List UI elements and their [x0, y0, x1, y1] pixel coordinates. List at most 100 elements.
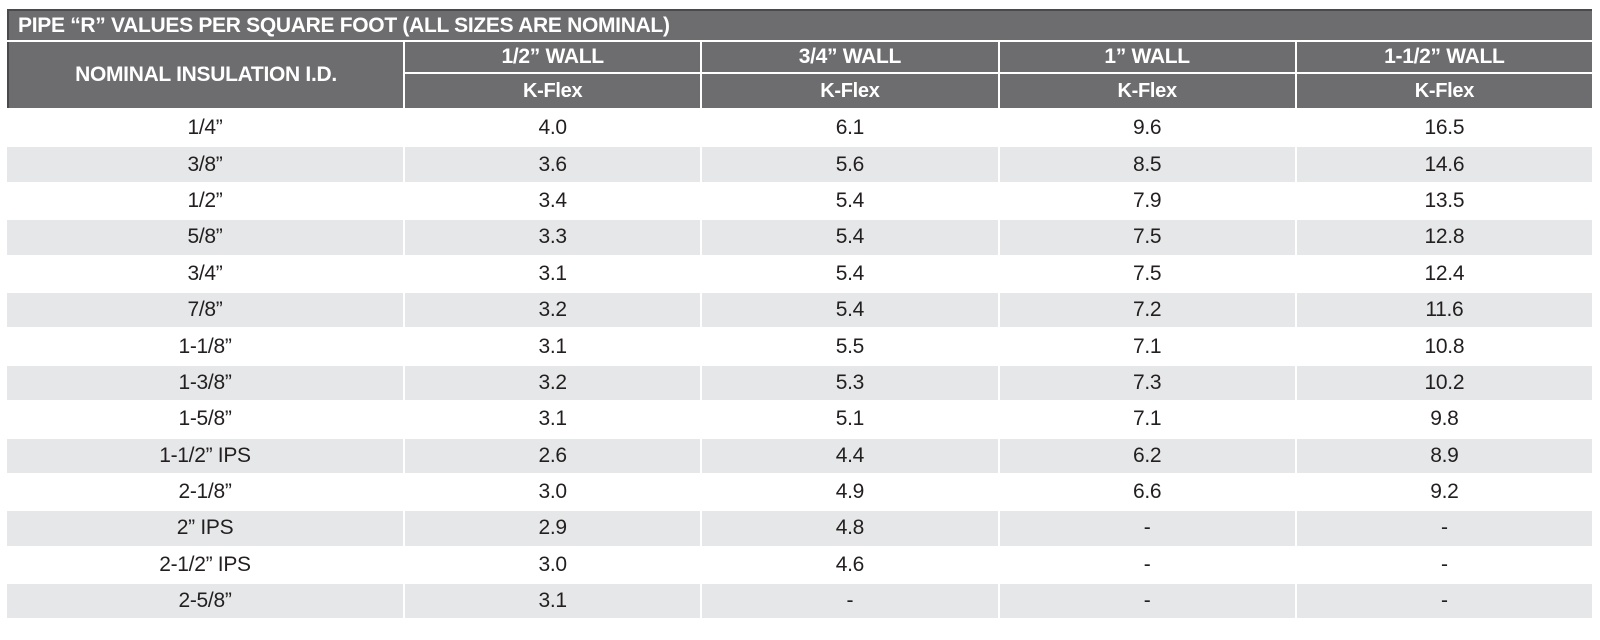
r-value-cell: 14.6: [1296, 147, 1592, 182]
table-body: 1/4” 4.0 6.1 9.6 16.5 3/8” 3.6 5.6 8.5 14.6 1/2” 3.…: [7, 111, 1592, 619]
brand-subheader-row: K-Flex K-Flex K-Flex K-Flex: [405, 74, 1592, 108]
table-row: 3/8” 3.6 5.6 8.5 14.6: [7, 147, 1592, 182]
r-value-cell: -: [1296, 511, 1592, 546]
table-row: 1-5/8” 3.1 5.1 7.1 9.8: [7, 402, 1592, 437]
r-value-cell: 2.6: [405, 438, 701, 473]
r-value-cell: -: [1296, 547, 1592, 583]
r-value-cell: 3.2: [405, 292, 701, 328]
wall-size-header-row: 1/2” WALL 3/4” WALL 1” WALL 1-1/2” WALL: [405, 42, 1592, 72]
table-row: 2” IPS 2.9 4.8- -: [7, 511, 1592, 546]
table-row: 3/4” 3.1 5.4 7.5 12.4: [7, 256, 1592, 291]
r-value-cell: 3.1: [405, 584, 701, 619]
row-label-insulation-id: 2” IPS: [7, 511, 403, 546]
wall-size-header-cell: 1” WALL: [999, 42, 1295, 72]
r-value-cell: 3.6: [405, 147, 701, 182]
row-label-insulation-id: 7/8”: [7, 292, 403, 328]
r-value-cell: 4.9: [702, 474, 998, 510]
r-value-cell: 3.1: [405, 256, 701, 291]
table-row: 1/2” 3.4 5.4 7.9 13.5: [7, 183, 1592, 219]
wall-size-header-cell: 1-1/2” WALL: [1296, 42, 1592, 72]
r-value-cell: 3.1: [405, 329, 701, 364]
pipe-r-values-table: PIPE “R” VALUES PER SQUARE FOOT (ALL SIZ…: [7, 9, 1592, 619]
row-label-insulation-id: 3/8”: [7, 147, 403, 182]
row-label-insulation-id: 1/4”: [7, 111, 403, 146]
r-value-cell: 2.9: [405, 511, 701, 546]
r-value-cell: 6.2: [999, 438, 1295, 473]
row-label-insulation-id: 2-1/2” IPS: [7, 547, 403, 583]
r-value-cell: 9.8: [1296, 402, 1592, 437]
r-value-cell: 5.4: [702, 220, 998, 255]
r-value-cell: 10.2: [1296, 365, 1592, 401]
r-value-cell: 5.4: [702, 256, 998, 291]
table-title: PIPE “R” VALUES PER SQUARE FOOT (ALL SIZ…: [7, 9, 1592, 40]
wall-columns-header: 1/2” WALL 3/4” WALL 1” WALL 1-1/2” WALL K-F…: [405, 42, 1592, 108]
row-label-insulation-id: 2-5/8”: [7, 584, 403, 619]
r-value-cell: 3.0: [405, 474, 701, 510]
r-value-cell: 7.9: [999, 183, 1295, 219]
table-row: 7/8” 3.2 5.4 7.2 11.6: [7, 292, 1592, 328]
table-row: 5/8” 3.3 5.4 7.5 12.8: [7, 220, 1592, 255]
row-label-insulation-id: 2-1/8”: [7, 474, 403, 510]
r-value-cell: 7.1: [999, 329, 1295, 364]
r-value-cell: 12.8: [1296, 220, 1592, 255]
r-value-cell: 12.4: [1296, 256, 1592, 291]
wall-size-header-cell: 3/4” WALL: [702, 42, 998, 72]
r-value-cell: 4.8: [702, 511, 998, 546]
r-value-cell: 7.1: [999, 402, 1295, 437]
r-value-cell: 7.3: [999, 365, 1295, 401]
r-value-cell: 11.6: [1296, 292, 1592, 328]
r-value-cell: 5.4: [702, 183, 998, 219]
wall-size-header-cell: 1/2” WALL: [405, 42, 701, 72]
table-row: 2-1/2” IPS 3.0 4.6- -: [7, 547, 1592, 583]
r-value-cell: 4.6: [702, 547, 998, 583]
brand-subheader-cell: K-Flex: [1296, 74, 1592, 108]
row-label-insulation-id: 1-1/2” IPS: [7, 438, 403, 473]
r-value-cell: 9.2: [1296, 474, 1592, 510]
r-value-cell: 4.4: [702, 438, 998, 473]
r-value-cell: 7.5: [999, 220, 1295, 255]
row-label-insulation-id: 5/8”: [7, 220, 403, 255]
brand-subheader-cell: K-Flex: [999, 74, 1295, 108]
r-value-cell: 7.2: [999, 292, 1295, 328]
table-row: 1-1/8” 3.1 5.5 7.1 10.8: [7, 329, 1592, 364]
r-value-cell: -: [999, 511, 1295, 546]
r-value-cell: -: [702, 584, 998, 619]
r-value-cell: 3.0: [405, 547, 701, 583]
row-label-insulation-id: 3/4”: [7, 256, 403, 291]
r-value-cell: 4.0: [405, 111, 701, 146]
table-row: 2-5/8” 3.1- - -: [7, 584, 1592, 619]
table-row: 1-3/8” 3.2 5.3 7.3 10.2: [7, 365, 1592, 401]
r-value-cell: 5.5: [702, 329, 998, 364]
brand-subheader-cell: K-Flex: [702, 74, 998, 108]
r-value-cell: 5.4: [702, 292, 998, 328]
r-value-cell: 9.6: [999, 111, 1295, 146]
table-header: NOMINAL INSULATION I.D. 1/2” WALL 3/4” WA…: [7, 42, 1592, 108]
r-value-cell: 16.5: [1296, 111, 1592, 146]
row-label-insulation-id: 1/2”: [7, 183, 403, 219]
r-value-cell: 5.6: [702, 147, 998, 182]
r-value-cell: 5.1: [702, 402, 998, 437]
r-value-cell: 10.8: [1296, 329, 1592, 364]
r-value-cell: 6.1: [702, 111, 998, 146]
r-value-cell: 6.6: [999, 474, 1295, 510]
r-value-cell: 8.9: [1296, 438, 1592, 473]
r-value-cell: 3.3: [405, 220, 701, 255]
r-value-cell: 3.2: [405, 365, 701, 401]
column-header-nominal-insulation-id: NOMINAL INSULATION I.D.: [9, 42, 403, 108]
r-value-cell: 3.4: [405, 183, 701, 219]
r-value-cell: -: [1296, 584, 1592, 619]
row-label-insulation-id: 1-1/8”: [7, 329, 403, 364]
r-value-cell: 3.1: [405, 402, 701, 437]
table-row: 1/4” 4.0 6.1 9.6 16.5: [7, 111, 1592, 146]
r-value-cell: 7.5: [999, 256, 1295, 291]
table-row: 2-1/8” 3.0 4.9 6.6 9.2: [7, 474, 1592, 510]
r-value-cell: 8.5: [999, 147, 1295, 182]
r-value-cell: -: [999, 547, 1295, 583]
row-label-insulation-id: 1-3/8”: [7, 365, 403, 401]
table-row: 1-1/2” IPS 2.6 4.4 6.2 8.9: [7, 438, 1592, 473]
r-value-cell: -: [999, 584, 1295, 619]
brand-subheader-cell: K-Flex: [405, 74, 701, 108]
row-label-insulation-id: 1-5/8”: [7, 402, 403, 437]
r-value-cell: 5.3: [702, 365, 998, 401]
r-value-cell: 13.5: [1296, 183, 1592, 219]
